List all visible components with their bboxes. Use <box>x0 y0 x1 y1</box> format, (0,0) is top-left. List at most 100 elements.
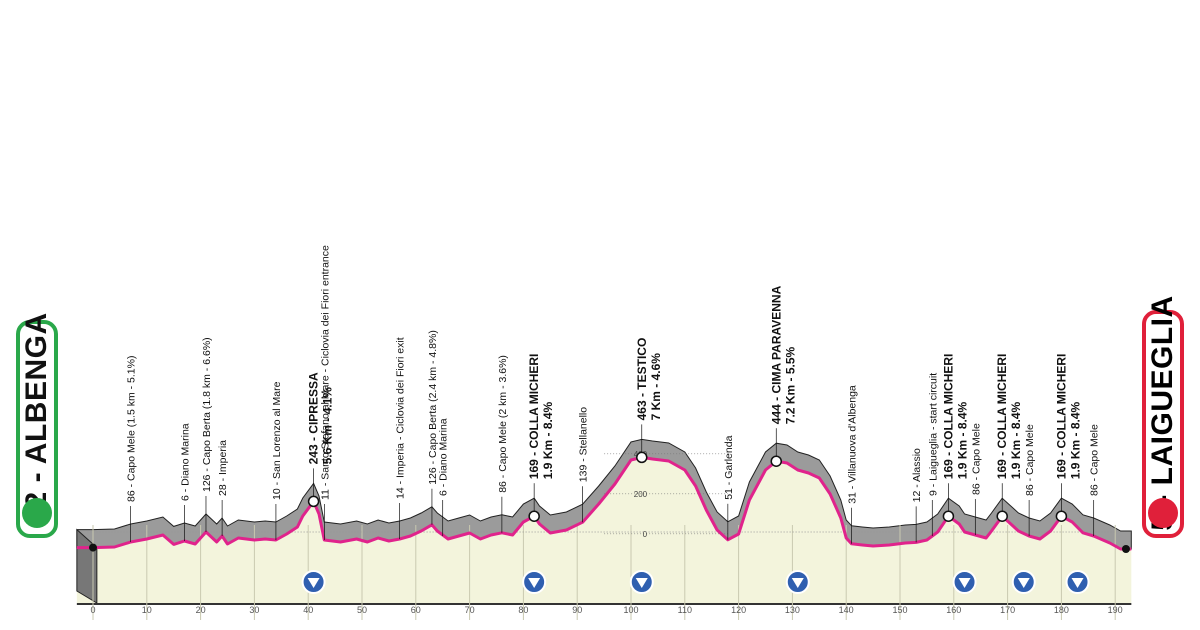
climb-label: 444 - CIMA PARAVENNA <box>769 285 783 424</box>
climb-label: 169 - COLLA MICHERI <box>1054 354 1068 480</box>
km-tick-label: 100 <box>623 605 638 615</box>
checkpoint-arrow-icon <box>791 578 804 588</box>
climb-label: 86 - Capo Mele <box>1024 424 1036 496</box>
climb-label-group: 463 - TESTICO 7 Km - 4.6% <box>635 338 663 421</box>
km-tick-label: 140 <box>839 605 854 615</box>
kom-point <box>528 510 540 522</box>
climb-label: 126 - Capo Berta (1.8 km - 6.6%) <box>201 337 213 492</box>
climb-label: 86 - Capo Mele (1.5 km - 5.1%) <box>126 356 138 502</box>
checkpoint-arrow-icon <box>635 578 648 588</box>
climb-label-group: 12 - Alassio <box>911 448 923 502</box>
climb-label: 86 - Capo Mele (2 km - 3.6%) <box>497 355 509 493</box>
km-tick-label: 130 <box>785 605 800 615</box>
climb-label-group: 51 - Garlenda <box>723 435 735 499</box>
finish-flag-icon <box>1148 498 1178 528</box>
km-tick-label: 40 <box>303 605 313 615</box>
climb-label-group: 169 - COLLA MICHERI 1.9 Km - 8.4% <box>1054 354 1082 480</box>
start-badge: 12 - ALBENGA <box>16 312 58 538</box>
climb-sub-label: 1.9 Km - 8.4% <box>955 402 969 480</box>
km-tick-label: 120 <box>731 605 746 615</box>
start-point <box>89 543 97 552</box>
climb-label: 86 - Capo Mele <box>970 423 982 495</box>
kom-point <box>636 451 648 464</box>
km-tick-label: 160 <box>946 605 961 615</box>
climb-label-group: 28 - Imperia <box>217 440 229 496</box>
checkpoint-arrow-icon <box>1017 578 1030 588</box>
climb-label: 169 - COLLA MICHERI <box>941 354 955 480</box>
climb-sub-label: 7.2 Km - 5.5% <box>783 347 797 425</box>
climb-label-group: 6 - Diano Marina <box>438 418 450 496</box>
climb-label-group: 243 - CIPRESSA 5.6 Km - 4.1% <box>307 372 335 464</box>
climb-label-group: 139 - Stellanello <box>578 407 590 482</box>
km-tick-label: 170 <box>1000 605 1015 615</box>
climb-label: 9 - Laigueglia - start circuit <box>927 373 939 496</box>
kom-point <box>996 510 1008 522</box>
climb-label-group: 169 - COLLA MICHERI 1.9 Km - 8.4% <box>995 354 1023 480</box>
climb-label-group: 169 - COLLA MICHERI 1.9 Km - 8.4% <box>941 354 969 480</box>
km-tick-label: 60 <box>411 605 421 615</box>
km-tick-label: 0 <box>90 605 95 615</box>
climb-label-group: 86 - Capo Mele <box>1089 424 1101 496</box>
climb-label-group: 169 - COLLA MICHERI 1.9 Km - 8.4% <box>527 354 555 480</box>
climb-sub-label: 7 Km - 4.6% <box>649 353 663 421</box>
altitude-tick-label: 200 <box>634 490 648 499</box>
climb-label: 31 - Villanuova d'Albenga <box>847 385 859 504</box>
start-badge-label: 12 - ALBENGA <box>20 311 53 526</box>
km-tick-label: 150 <box>892 605 907 615</box>
altitude-tick-label: 0 <box>643 530 648 539</box>
climb-label: 12 - Alassio <box>911 448 923 502</box>
climb-label-group: 6 - Diano Marina <box>179 423 191 501</box>
climb-label: 6 - Diano Marina <box>179 423 191 501</box>
km-tick-label: 180 <box>1054 605 1069 615</box>
km-tick-label: 20 <box>196 605 206 615</box>
climb-label: 10 - San Lorenzo al Mare <box>271 381 283 500</box>
climb-label: 139 - Stellanello <box>578 407 590 482</box>
axis-baseline <box>76 603 1132 605</box>
climb-label: 243 - CIPRESSA <box>307 372 321 464</box>
climb-label: 28 - Imperia <box>217 440 229 496</box>
cyclist-icon <box>22 498 52 528</box>
km-tick-label: 70 <box>465 605 475 615</box>
km-tick-label: 10 <box>142 605 152 615</box>
climb-label: 6 - Diano Marina <box>438 418 450 496</box>
climb-label-group: 86 - Capo Mele <box>970 423 982 495</box>
climb-sub-label: 5.6 Km - 4.1% <box>321 387 335 465</box>
kom-point <box>1055 510 1068 522</box>
kom-point <box>770 455 783 467</box>
checkpoint-arrow-icon <box>528 578 541 588</box>
climb-label: 86 - Capo Mele <box>1089 424 1101 496</box>
kom-point <box>942 510 955 522</box>
climb-label: 11 - Santo Stefano al Mare - Ciclovia de… <box>319 245 331 500</box>
climb-label: 51 - Garlenda <box>723 435 735 499</box>
climb-label-group: 86 - Capo Mele (1.5 km - 5.1%) <box>126 356 138 502</box>
kom-point <box>307 495 320 508</box>
climb-label: 169 - COLLA MICHERI <box>527 354 541 480</box>
checkpoint-arrow-icon <box>958 578 971 588</box>
km-tick-label: 190 <box>1108 605 1123 615</box>
climb-label-group: 31 - Villanuova d'Albenga <box>847 385 859 504</box>
climb-label-group: 9 - Laigueglia - start circuit <box>927 373 939 496</box>
climb-sub-label: 1.9 Km - 8.4% <box>1009 402 1023 480</box>
climb-label: 14 - Imperia - Ciclovia dei Fiori exit <box>395 337 407 499</box>
climb-label-group: 14 - Imperia - Ciclovia dei Fiori exit <box>395 337 407 499</box>
km-tick-label: 110 <box>678 605 692 615</box>
finish-badge-label: 5 - LAIGUEGLIA <box>1146 295 1179 531</box>
finish-badge: 5 - LAIGUEGLIA <box>1142 295 1184 538</box>
climb-label: 169 - COLLA MICHERI <box>995 354 1009 480</box>
climb-sub-label: 1.9 Km - 8.4% <box>1068 402 1082 480</box>
climb-label-group: 11 - Santo Stefano al Mare - Ciclovia de… <box>319 245 331 500</box>
ground-area <box>76 457 1132 603</box>
km-tick-label: 50 <box>357 605 367 615</box>
km-tick-label: 30 <box>249 605 259 615</box>
km-tick-label: 90 <box>572 605 582 615</box>
checkpoint-arrow-icon <box>307 578 320 588</box>
climb-label-group: 126 - Capo Berta (2.4 km - 4.8%) <box>427 330 439 485</box>
km-tick-label: 80 <box>518 605 528 615</box>
road-line <box>76 455 1132 551</box>
climb-label-group: 10 - San Lorenzo al Mare <box>271 381 283 500</box>
finish-point <box>1121 545 1130 553</box>
checkpoint-arrow-icon <box>1071 578 1084 588</box>
climb-sub-label: 1.9 Km - 8.4% <box>541 402 555 480</box>
climb-label-group: 444 - CIMA PARAVENNA 7.2 Km - 5.5% <box>769 285 797 424</box>
